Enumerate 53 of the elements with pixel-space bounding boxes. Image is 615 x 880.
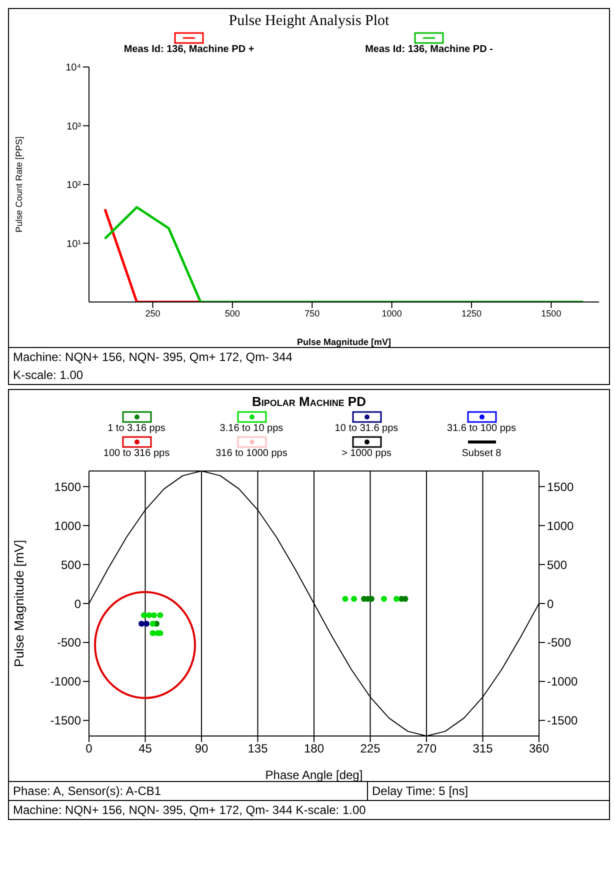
legend-label: 3.16 to 10 pps <box>220 423 284 434</box>
y-tick-label: -500 <box>56 636 82 650</box>
x-tick-label: 750 <box>304 308 320 318</box>
chart-title: Bipolar Machine PD <box>250 394 367 409</box>
legend-label: Subset 8 <box>462 448 502 459</box>
x-tick-label: 360 <box>528 742 550 756</box>
y-tick-label: 10² <box>66 180 82 192</box>
legend-label: 316 to 1000 pps <box>216 448 288 459</box>
y2-tick-label: 0 <box>547 596 554 611</box>
y-tick-label: -1500 <box>50 714 82 728</box>
y2-tick-label: -500 <box>547 636 572 650</box>
y-tick-label: 1000 <box>54 518 82 533</box>
text: Phase: A, Sensor(s): A-CB1 <box>9 782 368 801</box>
y-tick-label: -1000 <box>50 674 82 689</box>
legend-label: 31.6 to 100 pps <box>447 423 516 434</box>
x-tick-label: 225 <box>360 742 381 756</box>
y-tick-label: 10³ <box>66 121 82 132</box>
y-tick-label: 10⁴ <box>66 62 81 74</box>
legend-label: Meas Id: 136, Machine PD + <box>124 44 254 55</box>
x-axis-title: Pulse Magnitude [mV] <box>296 337 392 347</box>
y-axis-title: Pulse Magnitude [mV] <box>12 540 27 668</box>
legend-label: 10 to 31.6 pps <box>334 423 398 434</box>
x-tick-label: 315 <box>472 742 494 756</box>
y2-tick-label: -1500 <box>547 714 578 728</box>
text: Machine: NQN+ 156, NQN- 395, Qm+ 172, Qm- 344 <box>12 349 294 366</box>
text: K-scale: 1.00 <box>12 367 84 384</box>
legend-label: Meas Id: 136, Machine PD - <box>365 44 493 55</box>
x-tick-label: 90 <box>194 742 208 756</box>
legend-label: 100 to 316 pps <box>103 448 170 459</box>
x-tick-label: 1250 <box>461 308 482 318</box>
y2-tick-label: 1000 <box>547 518 574 533</box>
chart-title: Pulse Height Analysis Plot <box>228 13 390 30</box>
x-tick-label: 250 <box>145 308 160 318</box>
y-tick-label: 10¹ <box>66 238 82 250</box>
y2-tick-label: -1000 <box>547 674 578 689</box>
text: Delay Time: 5 [ns] <box>368 782 609 801</box>
x-tick-label: 1000 <box>382 308 402 318</box>
x-tick-label: 0 <box>86 742 93 756</box>
y2-tick-label: 1500 <box>547 480 574 494</box>
x-tick-label: 45 <box>138 742 152 756</box>
x-tick-label: 1500 <box>541 308 562 318</box>
legend-label: 1 to 3.16 pps <box>108 423 166 434</box>
y2-tick-label: 500 <box>547 558 568 572</box>
y-tick-label: 0 <box>74 596 82 611</box>
x-tick-label: 180 <box>304 742 324 756</box>
x-tick-label: 270 <box>416 742 437 756</box>
y-tick-label: 1500 <box>54 480 82 494</box>
legend-label: > 1000 pps <box>342 448 392 459</box>
y-axis-title: Pulse Count Rate [PPS] <box>14 136 24 233</box>
x-tick-label: 500 <box>224 308 240 318</box>
x-tick-label: 135 <box>248 742 268 756</box>
y-tick-label: 500 <box>60 558 82 572</box>
text: Machine: NQN+ 156, NQN- 395, Qm+ 172, Qm- 344 K-scale: 1.00 <box>12 802 367 819</box>
